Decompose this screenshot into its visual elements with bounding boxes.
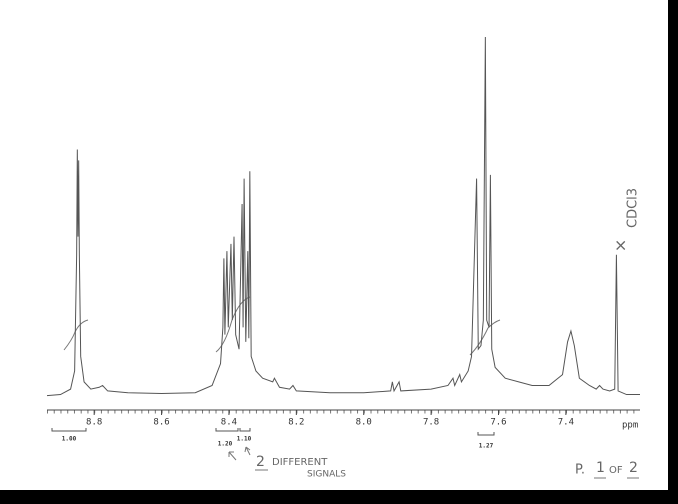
annotation: 2	[629, 460, 638, 476]
x-tick-label: 8.6	[153, 418, 169, 428]
cross-mark: ×	[614, 236, 627, 255]
solvent-label: CDCl3	[626, 188, 641, 228]
chart: ppm × CDCl3 2 DIFFERENT SIGNALS P. 1 OF …	[0, 0, 668, 490]
integral-label: 1.27	[479, 443, 494, 450]
annotation: 2	[256, 454, 265, 470]
integral-label: 1.20	[218, 441, 233, 448]
page: ppm × CDCl3 2 DIFFERENT SIGNALS P. 1 OF …	[0, 0, 668, 490]
integral-curve	[63, 319, 89, 351]
x-tick-label: 8.0	[356, 418, 372, 428]
integral-curve	[469, 319, 501, 356]
annotation: 1	[596, 460, 605, 476]
x-tick-label: 8.2	[288, 418, 304, 428]
annotation: OF	[609, 465, 623, 476]
x-axis-label: ppm	[622, 421, 638, 431]
x-tick-label: 8.8	[86, 418, 102, 428]
annotation: P.	[575, 463, 585, 478]
x-tick-label: 7.8	[423, 418, 439, 428]
x-tick-label: 7.6	[490, 418, 506, 428]
arrows	[228, 446, 251, 461]
x-tick-label: 8.4	[221, 418, 237, 428]
x-tick-label: 7.4	[558, 418, 574, 428]
annotation: DIFFERENT	[272, 457, 328, 468]
annotation: SIGNALS	[307, 470, 346, 480]
integral-label: 1.10	[237, 436, 252, 443]
integral-brackets	[51, 428, 495, 436]
integral-label: 1.00	[62, 436, 77, 443]
spectrum-line	[46, 36, 640, 397]
